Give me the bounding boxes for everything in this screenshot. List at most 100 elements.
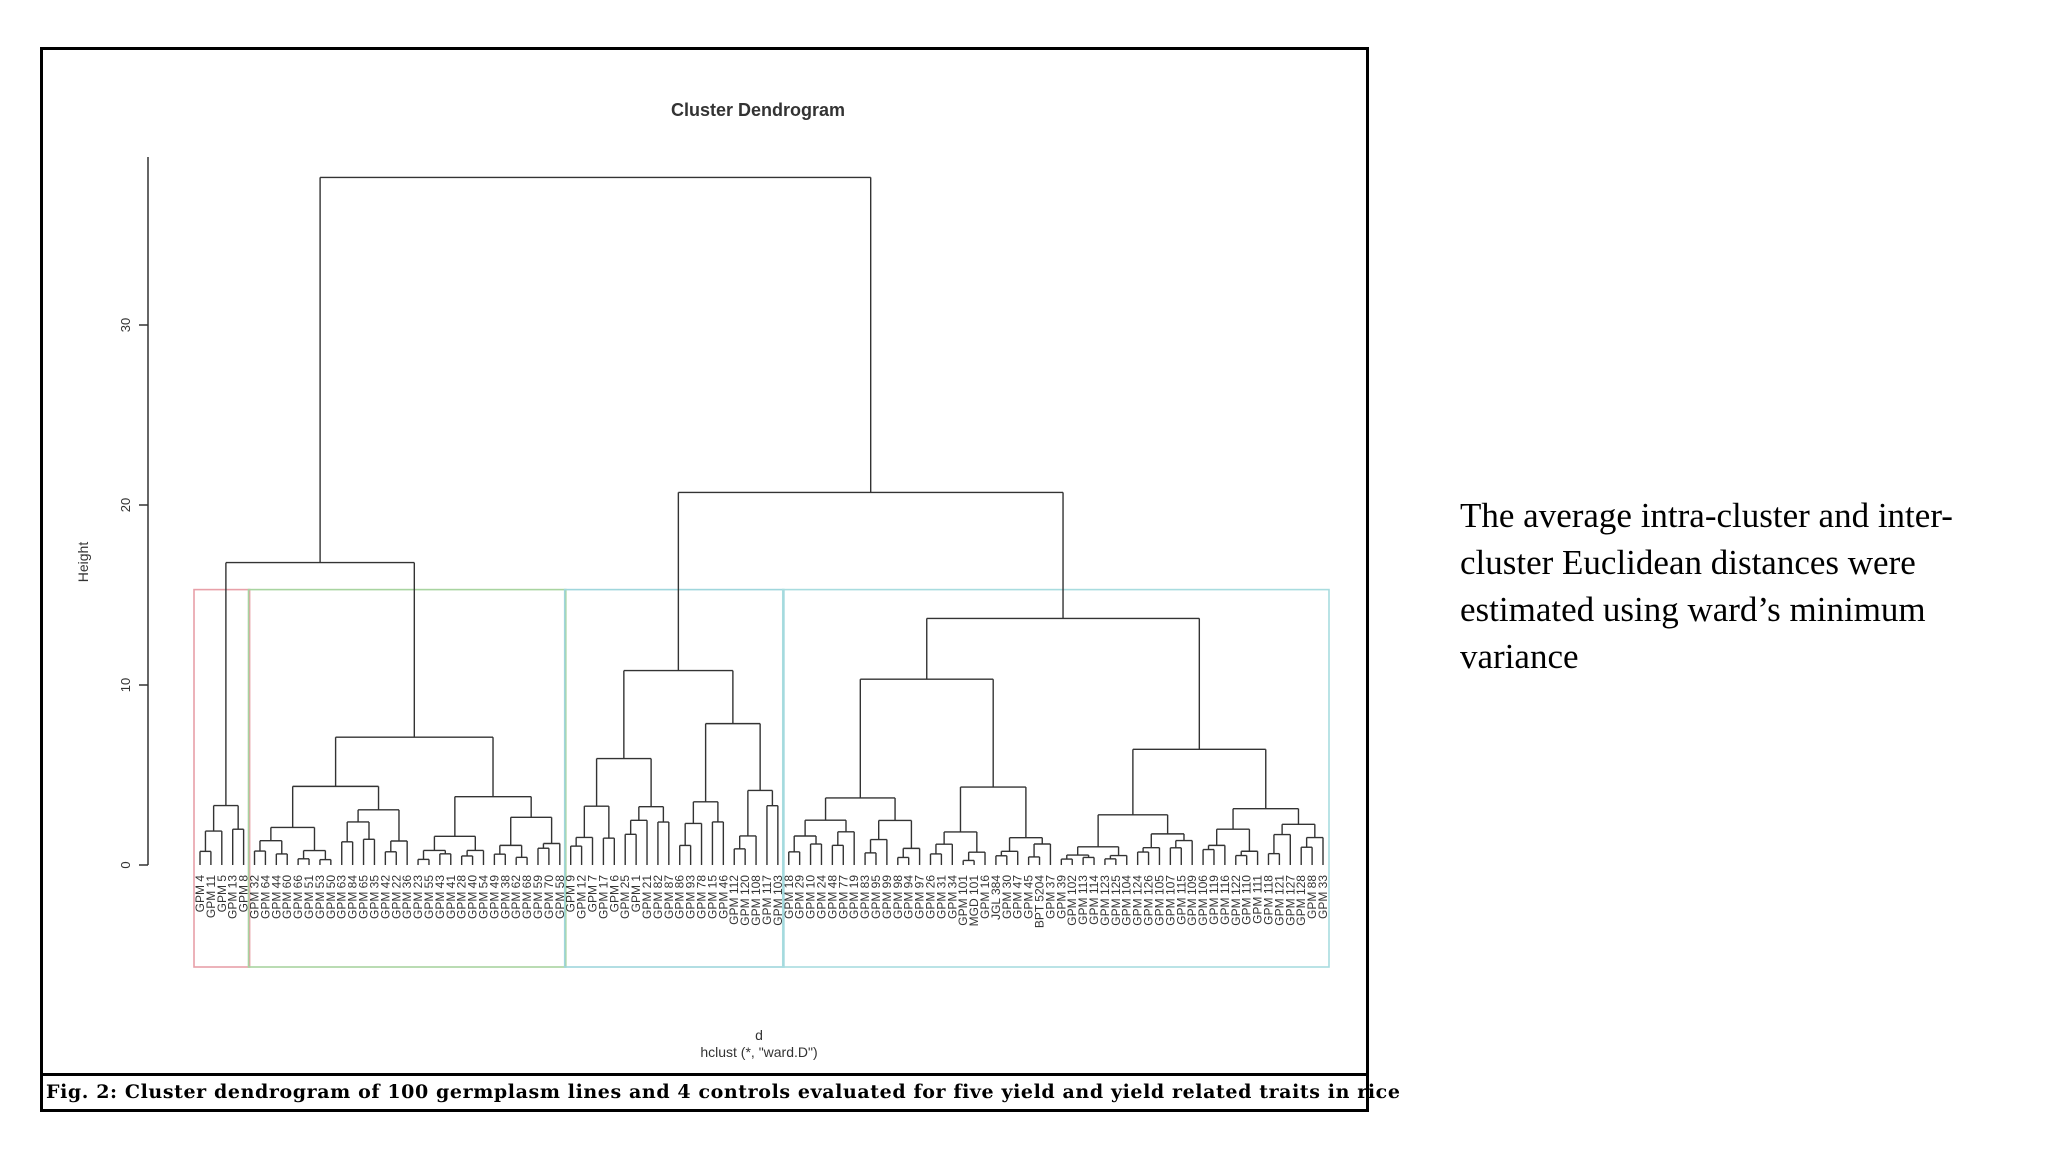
leaf-label: GPM 126 xyxy=(1142,875,1156,926)
leaf-label: GPM 31 xyxy=(934,875,948,919)
leaf-label: GPM 26 xyxy=(923,875,937,919)
leaf-label: GPM 65 xyxy=(357,875,371,919)
leaf-label: GPM 9 xyxy=(564,875,578,913)
leaf-label: GPM 83 xyxy=(858,875,872,919)
figure-frame: Cluster Dendrogram 0 10 20 30 GPM 4 GPM 11 GP… xyxy=(40,47,1400,1112)
leaf-label: GPM 104 xyxy=(1120,875,1134,926)
leaf-label: GPM 94 xyxy=(902,875,916,919)
leaf-label: GPM 34 xyxy=(945,875,959,919)
leaf-label: GPM 78 xyxy=(695,875,709,919)
leaf-label: GPM 42 xyxy=(378,875,392,919)
leaf-label: GPM 108 xyxy=(749,875,763,926)
leaf-label: GPM 46 xyxy=(716,875,730,919)
leaf-label: GPM 24 xyxy=(814,875,828,919)
leaf-label: GPM 102 xyxy=(1065,875,1079,926)
leaf-label: GPM 22 xyxy=(389,875,403,919)
leaf-label: GPM 54 xyxy=(476,875,490,919)
leaf-label: GPM 117 xyxy=(760,875,774,925)
leaf-label: GPM 19 xyxy=(847,875,861,919)
leaf-label: GPM 13 xyxy=(226,875,240,919)
leaf-label: GPM 123 xyxy=(1098,875,1112,926)
leaf-label: GPM 59 xyxy=(531,875,545,919)
leaf-label: GPM 124 xyxy=(1131,875,1145,926)
leaf-label: GPM 95 xyxy=(869,875,883,919)
leaf-label: GPM 121 xyxy=(1272,875,1286,926)
leaf-label: GPM 120 xyxy=(738,875,752,926)
x-axis-label: d xyxy=(755,1027,763,1043)
leaf-label: GPM 32 xyxy=(248,875,262,919)
leaf-label: GPM 116 xyxy=(1218,875,1232,925)
leaf-label: GPM 33 xyxy=(1316,875,1330,919)
leaf-label: GPM 41 xyxy=(444,875,458,919)
leaf-label: GPM 87 xyxy=(662,875,676,919)
leaf-label: GPM 98 xyxy=(891,875,905,919)
dendrogram-branches xyxy=(199,176,1324,865)
cluster-rect xyxy=(563,588,785,968)
leaf-label: GPM 84 xyxy=(346,875,360,919)
leaf-label: GPM 45 xyxy=(1022,875,1036,919)
leaf-label: GPM 105 xyxy=(1152,875,1166,926)
leaf-label: GPM 10 xyxy=(804,875,818,919)
leaf-label: GPM 86 xyxy=(673,875,687,919)
leaf-label: GPM 82 xyxy=(651,875,665,919)
y-tick-label: 0 xyxy=(118,861,133,868)
leaf-label: GPM 119 xyxy=(1207,875,1221,925)
leaf-label: GPM 8 xyxy=(237,875,251,913)
leaf-label: GPM 15 xyxy=(705,875,719,919)
leaf-label: GPM 60 xyxy=(280,875,294,919)
leaf-label: GPM 127 xyxy=(1283,875,1297,926)
cluster-rect xyxy=(247,588,567,968)
leaf-label: GPM 11 xyxy=(204,875,218,918)
leaf-label: GPM 115 xyxy=(1174,875,1188,925)
chart-title: Cluster Dendrogram xyxy=(671,100,845,120)
leaf-label: GPM 109 xyxy=(1185,875,1199,926)
leaf-label: GPM 122 xyxy=(1229,875,1243,926)
leaf-label: GPM 106 xyxy=(1196,875,1210,926)
y-axis-label: Height xyxy=(75,542,91,583)
leaf-label: GPM 5 xyxy=(215,875,229,913)
leaf-label: GPM 88 xyxy=(1305,875,1319,919)
cluster-rect xyxy=(781,588,1330,968)
leaf-label: GPM 36 xyxy=(400,875,414,919)
leaf-label: GPM 63 xyxy=(335,875,349,919)
leaf-label: GPM 6 xyxy=(607,875,621,913)
leaf-label: GPM 125 xyxy=(1109,875,1123,926)
leaf-label: GPM 110 xyxy=(1240,875,1254,925)
leaf-label: GPM 113 xyxy=(1076,875,1090,925)
leaf-label: GPM 99 xyxy=(880,875,894,919)
leaf-label: GPM 43 xyxy=(433,875,447,919)
y-axis: 0 10 20 30 xyxy=(118,157,149,869)
leaf-label: GPM 62 xyxy=(509,875,523,919)
leaf-label: GPM 70 xyxy=(542,875,556,919)
leaf-label: GPM 103 xyxy=(771,875,785,926)
leaf-label: GPM 49 xyxy=(487,875,501,919)
figure-caption: Fig. 2: Cluster dendrogram of 100 germpl… xyxy=(43,1073,1400,1109)
leaf-label: GPM 28 xyxy=(455,875,469,919)
leaf-label: GPM 51 xyxy=(302,875,316,919)
leaf-label: GPM 29 xyxy=(793,875,807,919)
leaf-label: GPM 107 xyxy=(1163,875,1177,926)
leaf-label: GPM 66 xyxy=(291,875,305,919)
leaf-label: GPM 16 xyxy=(978,875,992,919)
leaf-label: GPM 77 xyxy=(836,875,850,919)
leaf-label: GPM 39 xyxy=(1054,875,1068,919)
y-tick-label: 20 xyxy=(118,498,133,512)
y-tick-label: 30 xyxy=(118,318,133,332)
leaf-label: GPM 21 xyxy=(640,875,654,919)
leaf-label: GPM 111 xyxy=(1251,875,1265,924)
leaf-label: GPM 23 xyxy=(411,875,425,919)
leaf-label: GPM 128 xyxy=(1294,875,1308,926)
leaf-label: GPM 40 xyxy=(466,875,480,919)
leaf-label: BPT 5204 xyxy=(1033,875,1047,928)
leaf-label: GPM 64 xyxy=(258,875,272,919)
cluster-rectangles xyxy=(193,588,1330,968)
leaf-label: GPM 35 xyxy=(367,875,381,919)
leaf-label: GPM 25 xyxy=(618,875,632,919)
y-tick-label: 10 xyxy=(118,678,133,692)
leaf-label: GPM 118 xyxy=(1261,875,1275,925)
leaf-label: GPM 30 xyxy=(1000,875,1014,919)
leaf-label: GPM 18 xyxy=(782,875,796,919)
leaf-label: GPM 101 xyxy=(956,875,970,926)
